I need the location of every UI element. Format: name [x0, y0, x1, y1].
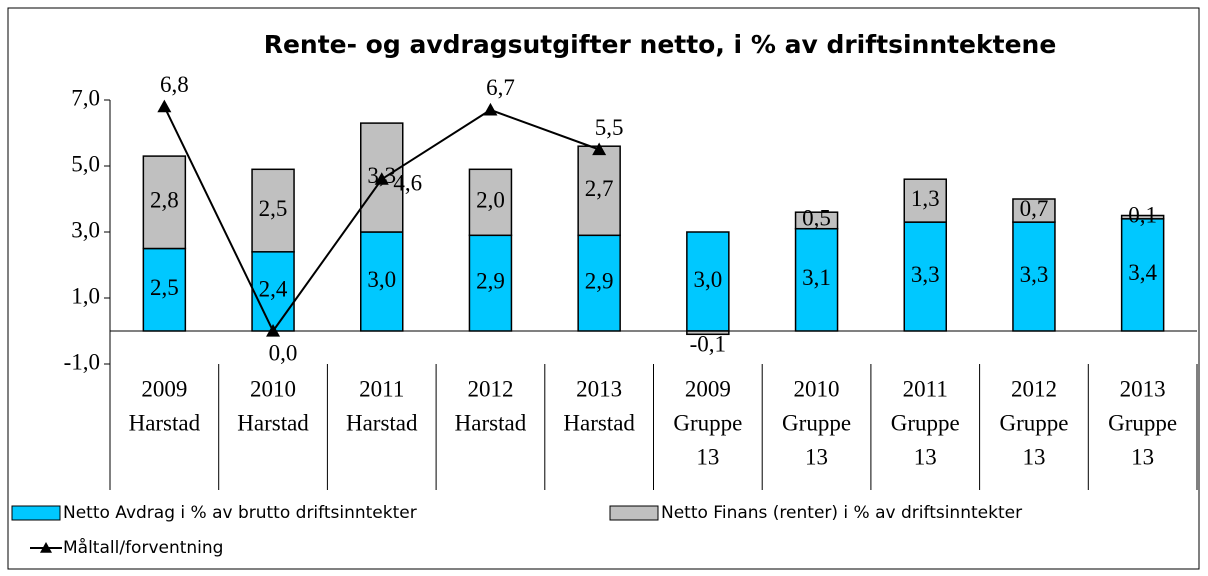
data-label: 6,8 [160, 72, 189, 97]
bar [1012, 221, 1056, 332]
data-label: 3,4 [1128, 260, 1157, 285]
bar [1120, 214, 1165, 220]
legend-swatch [11, 505, 61, 521]
x-tick-label: 2013 [1120, 376, 1166, 401]
x-tick-label: 2011 [903, 376, 948, 401]
bar [794, 211, 839, 230]
x-tick-label: 13 [1022, 444, 1045, 469]
bar [142, 247, 187, 332]
y-tick-label: 1,0 [71, 283, 100, 308]
x-tick-label: Gruppe [891, 410, 960, 435]
line-marker [483, 102, 498, 116]
data-label: -0,1 [690, 332, 726, 357]
x-tick-label: 13 [914, 444, 937, 469]
data-label: 3,3 [1020, 262, 1049, 287]
bar [1012, 198, 1056, 223]
data-label: 1,3 [911, 186, 940, 211]
data-label: 0,7 [1020, 196, 1049, 221]
x-tick-label: 2009 [685, 376, 731, 401]
legend-swatch [609, 505, 659, 521]
x-tick-label: 2009 [141, 376, 187, 401]
x-tick-label: 2012 [1011, 376, 1057, 401]
x-tick-label: Harstad [346, 410, 418, 435]
x-tick-label: Harstad [237, 410, 309, 435]
x-tick-label: 2013 [576, 376, 622, 401]
data-label: 3,0 [367, 267, 396, 292]
data-label: 5,5 [595, 115, 624, 140]
bar [251, 168, 295, 253]
data-label: 2,5 [259, 196, 288, 221]
bar [468, 168, 513, 237]
bar [468, 234, 513, 332]
data-label: 0,5 [802, 206, 831, 231]
bar [577, 234, 621, 332]
legend-marker [40, 542, 52, 553]
bar [686, 330, 730, 336]
x-tick-label: Harstad [455, 410, 527, 435]
x-tick-label: 13 [805, 444, 828, 469]
chart-title: Rente- og avdragsutgifter netto, i % av … [264, 30, 1057, 59]
x-tick-label: Harstad [129, 410, 201, 435]
line-marker [266, 324, 281, 337]
bar [903, 221, 947, 332]
data-label: 3,0 [693, 267, 722, 292]
x-tick-label: 13 [1131, 444, 1154, 469]
legend-label: Netto Avdrag i % av brutto driftsinntekt… [63, 503, 417, 523]
legend-label: Netto Finans (renter) i % av driftsinnte… [661, 503, 1022, 523]
y-tick-label: 5,0 [71, 151, 100, 176]
bar [360, 231, 404, 332]
x-tick-label: 2010 [794, 376, 840, 401]
bar [142, 155, 187, 250]
x-tick-label: Gruppe [1108, 410, 1177, 435]
data-label: 0,0 [269, 340, 298, 365]
bar [686, 231, 730, 332]
x-tick-label: Gruppe [999, 410, 1068, 435]
line-marker [157, 99, 172, 113]
data-label: 2,0 [476, 188, 505, 213]
data-label: 4,6 [393, 170, 422, 195]
line-marker [374, 172, 389, 185]
data-label: 0,1 [1128, 202, 1157, 227]
bar [251, 251, 295, 332]
data-label: 2,8 [150, 188, 179, 213]
legend-label: Måltall/forventning [63, 537, 223, 558]
x-tick-label: 2012 [467, 376, 513, 401]
x-tick-label: 2011 [359, 376, 404, 401]
data-label: 2,9 [585, 268, 614, 293]
data-label: 2,4 [259, 277, 288, 302]
data-label: 2,7 [585, 176, 614, 201]
x-tick-label: 2010 [250, 376, 296, 401]
y-tick-label: 3,0 [71, 217, 100, 242]
y-tick-label: 7,0 [71, 85, 100, 110]
x-tick-label: 13 [696, 444, 719, 469]
data-label: 3,3 [911, 262, 940, 287]
data-label: 6,7 [486, 75, 515, 100]
data-label: 2,5 [150, 275, 179, 300]
y-tick-label: -1,0 [64, 349, 100, 374]
bar [903, 178, 947, 223]
bar [794, 227, 839, 332]
data-label: 3,1 [802, 265, 831, 290]
x-tick-label: Harstad [563, 410, 635, 435]
x-tick-label: Gruppe [673, 410, 742, 435]
line-marker [592, 142, 607, 156]
data-label: 2,9 [476, 268, 505, 293]
x-tick-label: Gruppe [782, 410, 851, 435]
